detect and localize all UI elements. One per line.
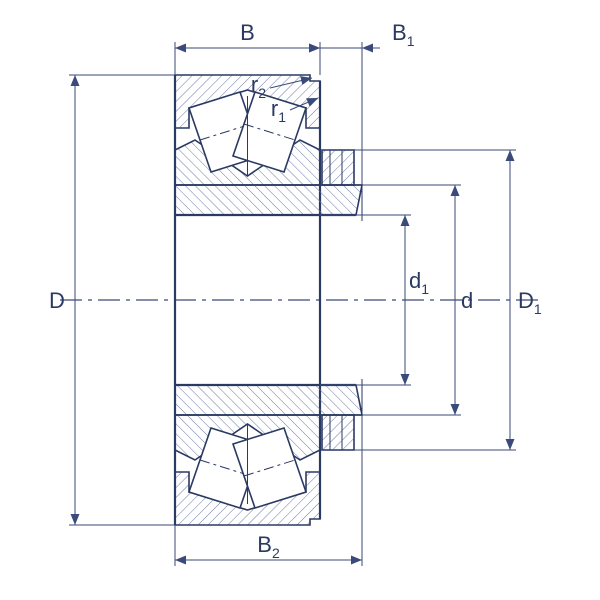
label-B: B xyxy=(240,20,255,45)
label-B2: B2 xyxy=(257,532,280,561)
sleeve-bottom xyxy=(175,385,362,415)
locknut xyxy=(322,415,354,450)
label-d1: d1 xyxy=(409,268,429,297)
label-D1: D1 xyxy=(518,288,542,317)
sleeve-top xyxy=(175,185,362,215)
label-B1: B1 xyxy=(392,20,415,49)
locknut xyxy=(322,150,354,185)
label-d: d xyxy=(461,288,473,313)
label-D: D xyxy=(49,288,65,313)
